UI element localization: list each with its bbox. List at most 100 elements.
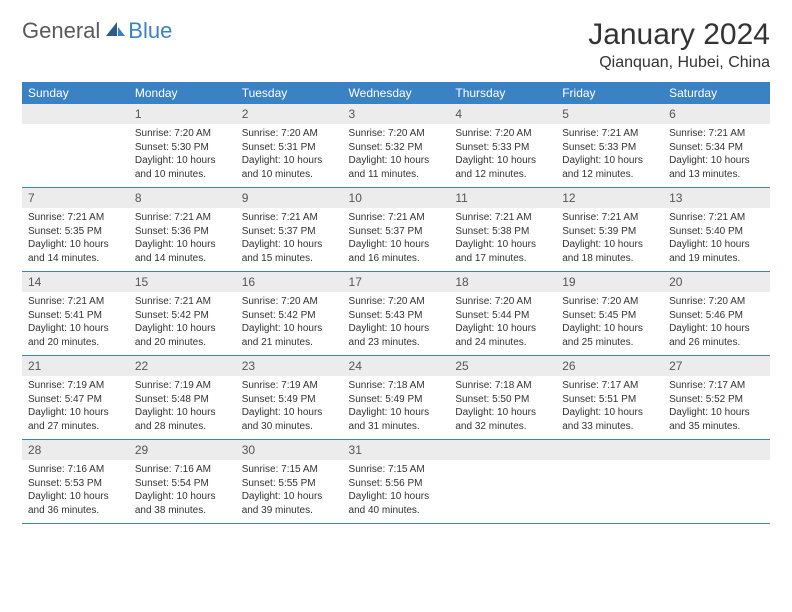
daylight-text: and 17 minutes.: [455, 252, 550, 266]
daylight-text: Daylight: 10 hours: [242, 322, 337, 336]
day-cell: 19Sunrise: 7:20 AMSunset: 5:45 PMDayligh…: [556, 272, 663, 356]
sunrise-text: Sunrise: 7:20 AM: [562, 295, 657, 309]
weekday-header: Monday: [129, 82, 236, 104]
day-cell: 17Sunrise: 7:20 AMSunset: 5:43 PMDayligh…: [343, 272, 450, 356]
sunrise-text: Sunrise: 7:20 AM: [242, 127, 337, 141]
sunset-text: Sunset: 5:53 PM: [28, 477, 123, 491]
daylight-text: Daylight: 10 hours: [28, 322, 123, 336]
daylight-text: and 10 minutes.: [135, 168, 230, 182]
day-number: 18: [449, 272, 556, 292]
daylight-text: and 12 minutes.: [562, 168, 657, 182]
day-cell: 20Sunrise: 7:20 AMSunset: 5:46 PMDayligh…: [663, 272, 770, 356]
day-body: Sunrise: 7:20 AMSunset: 5:44 PMDaylight:…: [449, 292, 556, 355]
day-number: 24: [343, 356, 450, 376]
day-number-empty: [663, 440, 770, 460]
day-cell: 14Sunrise: 7:21 AMSunset: 5:41 PMDayligh…: [22, 272, 129, 356]
day-number: 15: [129, 272, 236, 292]
daylight-text: and 10 minutes.: [242, 168, 337, 182]
sunset-text: Sunset: 5:38 PM: [455, 225, 550, 239]
daylight-text: and 40 minutes.: [349, 504, 444, 518]
daylight-text: and 16 minutes.: [349, 252, 444, 266]
day-cell: 30Sunrise: 7:15 AMSunset: 5:55 PMDayligh…: [236, 440, 343, 524]
daylight-text: and 20 minutes.: [135, 336, 230, 350]
daylight-text: Daylight: 10 hours: [669, 322, 764, 336]
sunrise-text: Sunrise: 7:16 AM: [28, 463, 123, 477]
sunrise-text: Sunrise: 7:21 AM: [242, 211, 337, 225]
day-body: Sunrise: 7:16 AMSunset: 5:54 PMDaylight:…: [129, 460, 236, 523]
daylight-text: and 11 minutes.: [349, 168, 444, 182]
sunrise-text: Sunrise: 7:20 AM: [455, 127, 550, 141]
sunrise-text: Sunrise: 7:18 AM: [349, 379, 444, 393]
daylight-text: Daylight: 10 hours: [28, 238, 123, 252]
day-body: Sunrise: 7:20 AMSunset: 5:43 PMDaylight:…: [343, 292, 450, 355]
sunrise-text: Sunrise: 7:16 AM: [135, 463, 230, 477]
day-number: 7: [22, 188, 129, 208]
day-body: Sunrise: 7:20 AMSunset: 5:46 PMDaylight:…: [663, 292, 770, 355]
daylight-text: and 19 minutes.: [669, 252, 764, 266]
day-number: 17: [343, 272, 450, 292]
sunset-text: Sunset: 5:39 PM: [562, 225, 657, 239]
day-body: Sunrise: 7:21 AMSunset: 5:36 PMDaylight:…: [129, 208, 236, 271]
daylight-text: Daylight: 10 hours: [242, 406, 337, 420]
day-cell: [449, 440, 556, 524]
weekday-header: Sunday: [22, 82, 129, 104]
logo-text-general: General: [22, 18, 100, 44]
sunset-text: Sunset: 5:41 PM: [28, 309, 123, 323]
day-number-empty: [556, 440, 663, 460]
sunset-text: Sunset: 5:32 PM: [349, 141, 444, 155]
daylight-text: Daylight: 10 hours: [349, 238, 444, 252]
sunrise-text: Sunrise: 7:17 AM: [562, 379, 657, 393]
sunset-text: Sunset: 5:42 PM: [135, 309, 230, 323]
daylight-text: Daylight: 10 hours: [242, 490, 337, 504]
sunset-text: Sunset: 5:55 PM: [242, 477, 337, 491]
sunset-text: Sunset: 5:31 PM: [242, 141, 337, 155]
day-cell: 6Sunrise: 7:21 AMSunset: 5:34 PMDaylight…: [663, 104, 770, 188]
logo-sail-icon: [104, 20, 126, 43]
day-cell: 25Sunrise: 7:18 AMSunset: 5:50 PMDayligh…: [449, 356, 556, 440]
day-body-empty: [663, 460, 770, 516]
calendar-week-row: 7Sunrise: 7:21 AMSunset: 5:35 PMDaylight…: [22, 188, 770, 272]
day-number: 5: [556, 104, 663, 124]
day-body: Sunrise: 7:21 AMSunset: 5:34 PMDaylight:…: [663, 124, 770, 187]
daylight-text: and 36 minutes.: [28, 504, 123, 518]
day-body: Sunrise: 7:21 AMSunset: 5:37 PMDaylight:…: [236, 208, 343, 271]
sunrise-text: Sunrise: 7:21 AM: [135, 211, 230, 225]
daylight-text: Daylight: 10 hours: [455, 154, 550, 168]
sunset-text: Sunset: 5:36 PM: [135, 225, 230, 239]
sunrise-text: Sunrise: 7:20 AM: [135, 127, 230, 141]
day-cell: 11Sunrise: 7:21 AMSunset: 5:38 PMDayligh…: [449, 188, 556, 272]
day-number: 13: [663, 188, 770, 208]
day-cell: 21Sunrise: 7:19 AMSunset: 5:47 PMDayligh…: [22, 356, 129, 440]
day-body: Sunrise: 7:20 AMSunset: 5:33 PMDaylight:…: [449, 124, 556, 187]
daylight-text: Daylight: 10 hours: [135, 154, 230, 168]
calendar-week-row: 1Sunrise: 7:20 AMSunset: 5:30 PMDaylight…: [22, 104, 770, 188]
day-number: 8: [129, 188, 236, 208]
day-body-empty: [22, 124, 129, 180]
sunrise-text: Sunrise: 7:19 AM: [135, 379, 230, 393]
sunrise-text: Sunrise: 7:20 AM: [455, 295, 550, 309]
weekday-header: Friday: [556, 82, 663, 104]
logo-text-blue: Blue: [128, 18, 172, 44]
day-cell: 24Sunrise: 7:18 AMSunset: 5:49 PMDayligh…: [343, 356, 450, 440]
daylight-text: Daylight: 10 hours: [349, 406, 444, 420]
day-number: 1: [129, 104, 236, 124]
sunset-text: Sunset: 5:40 PM: [669, 225, 764, 239]
day-body: Sunrise: 7:21 AMSunset: 5:37 PMDaylight:…: [343, 208, 450, 271]
calendar-week-row: 14Sunrise: 7:21 AMSunset: 5:41 PMDayligh…: [22, 272, 770, 356]
day-number: 12: [556, 188, 663, 208]
daylight-text: Daylight: 10 hours: [28, 406, 123, 420]
day-cell: 27Sunrise: 7:17 AMSunset: 5:52 PMDayligh…: [663, 356, 770, 440]
sunrise-text: Sunrise: 7:15 AM: [242, 463, 337, 477]
weekday-header: Saturday: [663, 82, 770, 104]
sunset-text: Sunset: 5:37 PM: [242, 225, 337, 239]
sunrise-text: Sunrise: 7:21 AM: [669, 211, 764, 225]
weekday-header: Tuesday: [236, 82, 343, 104]
sunrise-text: Sunrise: 7:20 AM: [242, 295, 337, 309]
day-cell: 18Sunrise: 7:20 AMSunset: 5:44 PMDayligh…: [449, 272, 556, 356]
sunset-text: Sunset: 5:47 PM: [28, 393, 123, 407]
day-body: Sunrise: 7:21 AMSunset: 5:40 PMDaylight:…: [663, 208, 770, 271]
day-cell: 2Sunrise: 7:20 AMSunset: 5:31 PMDaylight…: [236, 104, 343, 188]
daylight-text: and 20 minutes.: [28, 336, 123, 350]
daylight-text: Daylight: 10 hours: [669, 238, 764, 252]
day-body: Sunrise: 7:21 AMSunset: 5:41 PMDaylight:…: [22, 292, 129, 355]
